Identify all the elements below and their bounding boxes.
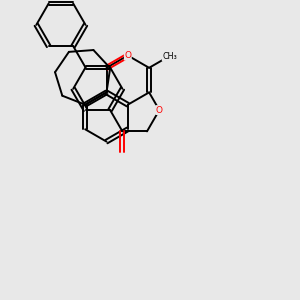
- Text: CH₃: CH₃: [162, 52, 177, 61]
- Text: O: O: [156, 106, 163, 115]
- Text: O: O: [124, 51, 131, 60]
